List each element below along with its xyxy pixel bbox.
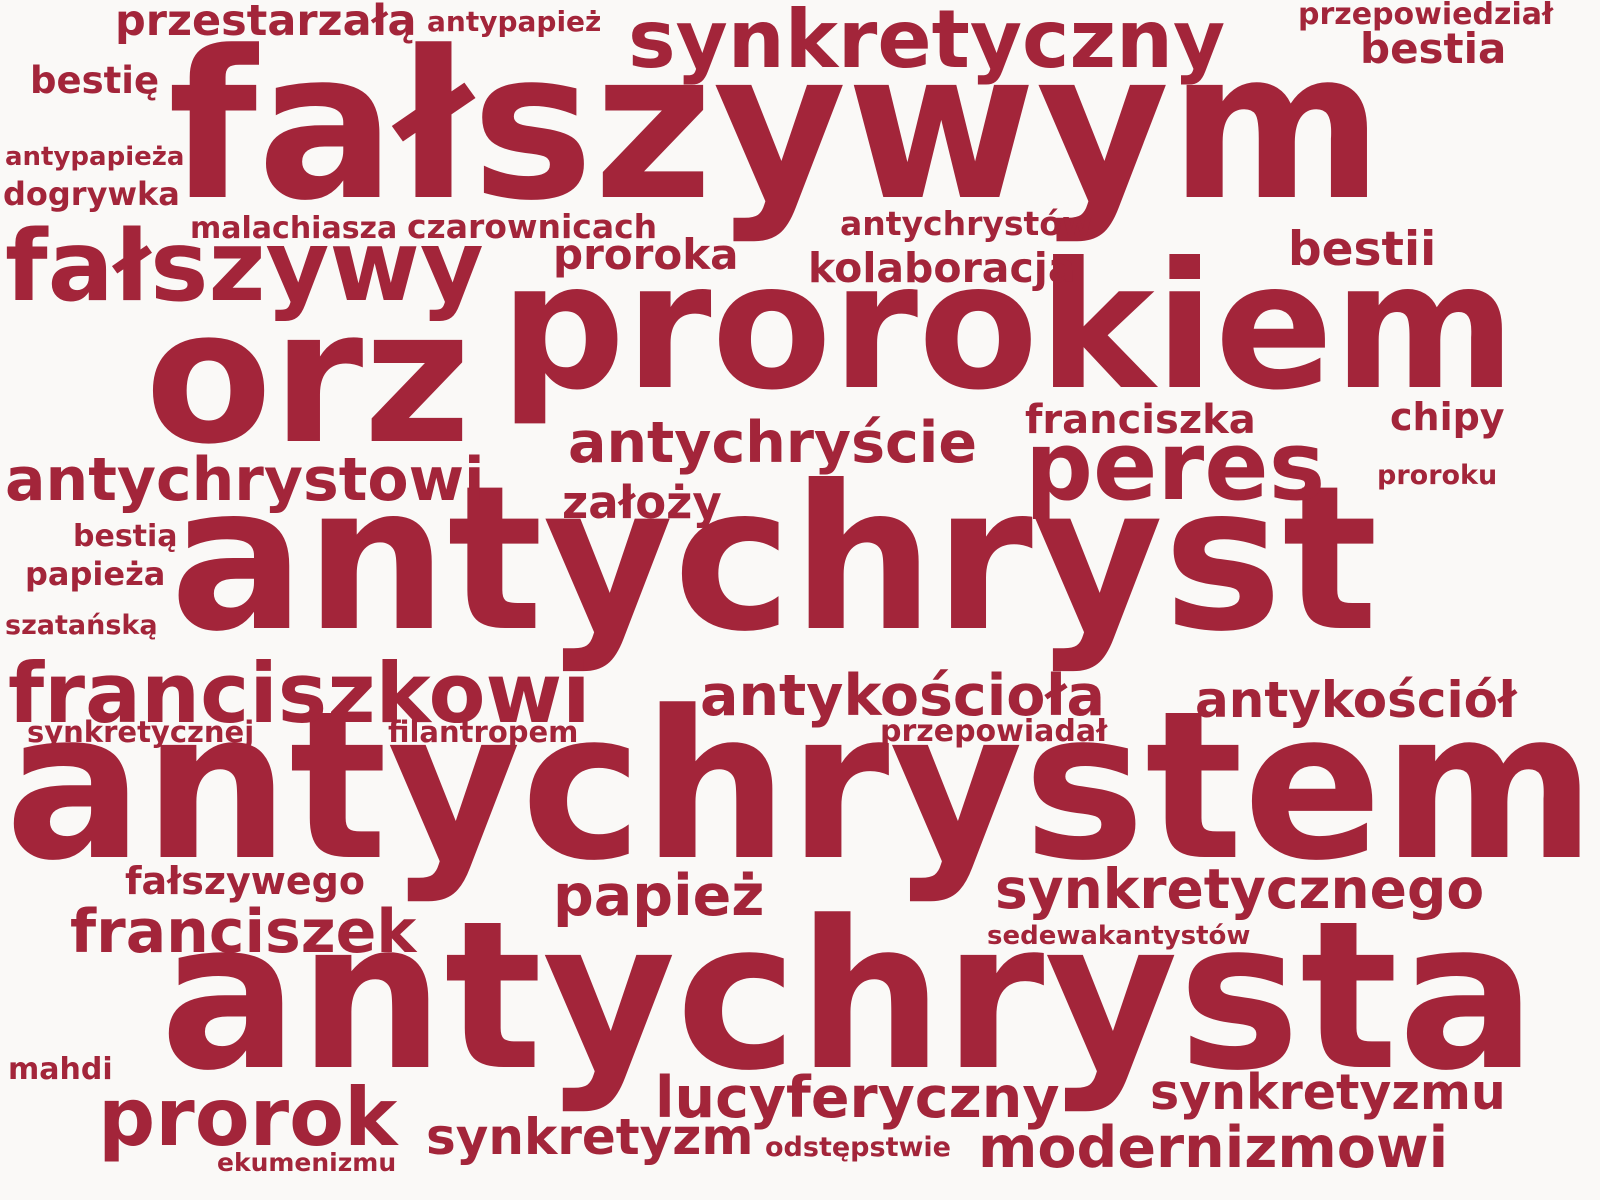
cloud-word: odstępstwie bbox=[765, 1132, 951, 1163]
cloud-word: antypapieża bbox=[5, 142, 185, 172]
cloud-word: franciszek bbox=[70, 897, 417, 967]
cloud-word: filantropem bbox=[388, 715, 579, 749]
cloud-word: antykościół bbox=[1195, 671, 1517, 729]
cloud-word: antychryście bbox=[568, 410, 977, 476]
cloud-word: modernizmowi bbox=[978, 1115, 1449, 1181]
cloud-word: bestię bbox=[30, 59, 160, 102]
cloud-word: bestią bbox=[73, 519, 178, 554]
cloud-word: fałszywym bbox=[168, 8, 1384, 246]
cloud-word: peres bbox=[1025, 412, 1326, 522]
cloud-word: synkretyzm bbox=[426, 1108, 754, 1166]
cloud-word: czarownicach bbox=[407, 207, 658, 246]
cloud-word: bestia bbox=[1360, 24, 1507, 73]
cloud-word: założy bbox=[562, 476, 722, 529]
cloud-word: antychrystem bbox=[5, 668, 1596, 906]
cloud-word: proroka bbox=[553, 230, 739, 279]
cloud-word: przepowiedział bbox=[1298, 0, 1554, 32]
cloud-word: franciszkowi bbox=[8, 645, 591, 742]
cloud-word: antychryst bbox=[170, 443, 1378, 676]
cloud-word: synkretycznego bbox=[995, 857, 1485, 921]
cloud-word: prorok bbox=[98, 1071, 398, 1164]
cloud-word: antychrystowi bbox=[5, 445, 485, 515]
cloud-word: mahdi bbox=[8, 1052, 113, 1087]
cloud-word: lucyferyczny bbox=[655, 1065, 1060, 1131]
cloud-word: ekumenizmu bbox=[217, 1148, 397, 1177]
cloud-word: przestarzałą bbox=[115, 0, 417, 46]
cloud-word: malachiasza bbox=[190, 211, 398, 246]
cloud-word: kolaboracja bbox=[808, 244, 1076, 292]
cloud-word: fałszywy bbox=[5, 210, 484, 324]
cloud-word: antychrysta bbox=[160, 878, 1537, 1116]
cloud-word: chipy bbox=[1390, 395, 1505, 439]
cloud-word: antykościoła bbox=[700, 663, 1106, 729]
cloud-word: franciszka bbox=[1025, 397, 1256, 443]
cloud-word: synkretyzmu bbox=[1150, 1064, 1506, 1121]
cloud-word: szatańską bbox=[5, 610, 158, 641]
cloud-word: papież bbox=[553, 863, 765, 929]
cloud-word: antychrystów bbox=[840, 204, 1093, 243]
cloud-word: dogrywka bbox=[3, 175, 180, 213]
cloud-word: przepowiadał bbox=[880, 714, 1108, 749]
cloud-word: antypapież bbox=[427, 5, 602, 38]
cloud-word: fałszywego bbox=[125, 859, 365, 903]
cloud-word: prorokiem bbox=[500, 226, 1516, 429]
cloud-word: proroku bbox=[1377, 460, 1498, 491]
cloud-word: papieża bbox=[25, 555, 166, 593]
cloud-word: synkretyczny bbox=[628, 0, 1226, 86]
cloud-word: sedewakantystów bbox=[987, 921, 1251, 951]
cloud-word: synkretycznej bbox=[27, 715, 255, 749]
cloud-word: bestii bbox=[1288, 222, 1437, 277]
cloud-word: orz bbox=[145, 269, 472, 485]
